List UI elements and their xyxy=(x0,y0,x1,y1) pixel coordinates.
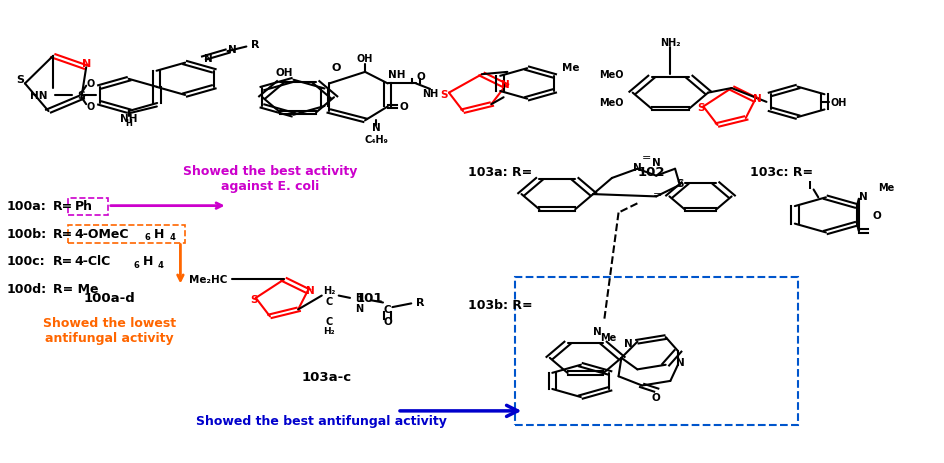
Text: Ph: Ph xyxy=(75,200,93,213)
Text: R= Me: R= Me xyxy=(53,282,98,295)
Text: 100d:: 100d: xyxy=(6,282,46,295)
Text: 4-OMeC: 4-OMeC xyxy=(75,227,129,240)
Text: 100c:: 100c: xyxy=(6,255,44,268)
Text: H₂: H₂ xyxy=(323,326,335,335)
Text: HN: HN xyxy=(30,91,48,101)
Text: 100a:: 100a: xyxy=(6,200,46,213)
Text: N: N xyxy=(623,338,632,348)
Text: N: N xyxy=(204,54,212,64)
Text: OH: OH xyxy=(275,68,293,78)
Text: N: N xyxy=(500,80,510,90)
Text: Me: Me xyxy=(877,183,893,193)
Text: =: = xyxy=(651,190,661,200)
Text: 6: 6 xyxy=(144,233,150,242)
Text: O: O xyxy=(87,79,95,89)
Text: N: N xyxy=(306,285,314,295)
Text: R=: R= xyxy=(53,200,74,213)
Text: O: O xyxy=(383,316,392,326)
Text: 101: 101 xyxy=(355,292,382,305)
Text: NH: NH xyxy=(422,88,438,99)
Text: 4: 4 xyxy=(169,233,175,242)
Text: S: S xyxy=(250,294,258,304)
Text: R: R xyxy=(415,298,424,308)
Text: NH: NH xyxy=(388,70,405,80)
Text: Me: Me xyxy=(599,332,615,342)
Text: S: S xyxy=(696,103,703,113)
Text: H: H xyxy=(143,255,153,268)
Text: Showed the lowest
antifungal activity: Showed the lowest antifungal activity xyxy=(43,317,177,344)
Text: N: N xyxy=(632,163,641,173)
Text: R=: R= xyxy=(53,255,74,268)
Text: R=: R= xyxy=(53,227,74,240)
Text: N: N xyxy=(372,123,380,133)
Text: S: S xyxy=(675,178,683,188)
Text: S: S xyxy=(16,75,25,85)
Text: 103b: R=: 103b: R= xyxy=(467,299,531,312)
Text: MeO: MeO xyxy=(598,98,623,107)
Text: C: C xyxy=(326,316,332,326)
Text: H: H xyxy=(154,227,164,240)
Text: OH: OH xyxy=(830,98,846,107)
Text: Me: Me xyxy=(562,63,579,73)
Text: 103c: R=: 103c: R= xyxy=(750,165,813,178)
Text: N: N xyxy=(651,157,660,168)
Text: C₄H₉: C₄H₉ xyxy=(364,134,388,144)
Text: 100b:: 100b: xyxy=(6,227,46,240)
Text: O: O xyxy=(330,63,340,73)
Text: S: S xyxy=(440,89,447,100)
Text: N: N xyxy=(228,45,236,55)
Text: O: O xyxy=(398,102,407,112)
Text: OH: OH xyxy=(357,54,373,64)
Text: H: H xyxy=(125,119,132,128)
Text: 4-ClC: 4-ClC xyxy=(75,255,111,268)
Text: 103a: R=: 103a: R= xyxy=(467,165,531,178)
Text: 100a-d: 100a-d xyxy=(84,292,136,305)
Text: =: = xyxy=(641,153,650,163)
Text: Showed the best antifungal activity: Showed the best antifungal activity xyxy=(196,414,447,427)
Text: 4: 4 xyxy=(158,261,163,269)
Text: C: C xyxy=(383,305,391,315)
Text: O: O xyxy=(872,210,881,220)
Text: S: S xyxy=(77,91,85,101)
Text: 103a-c: 103a-c xyxy=(301,370,351,383)
Text: R: R xyxy=(251,40,260,50)
Text: H₂
C: H₂ C xyxy=(323,285,335,307)
Text: N: N xyxy=(675,358,684,368)
Text: I: I xyxy=(807,181,811,190)
Text: N: N xyxy=(858,192,867,202)
Text: 102: 102 xyxy=(637,165,665,178)
Text: H
N: H N xyxy=(355,292,363,313)
Text: O: O xyxy=(87,102,95,112)
Text: NH₂: NH₂ xyxy=(660,38,680,48)
Text: Showed the best activity
against E. coli: Showed the best activity against E. coli xyxy=(182,165,357,193)
Text: Me₂HC: Me₂HC xyxy=(189,275,228,285)
Text: N: N xyxy=(81,58,91,69)
Text: O: O xyxy=(416,72,425,82)
Text: NH: NH xyxy=(120,114,137,124)
Text: N: N xyxy=(751,94,761,104)
Text: O: O xyxy=(651,392,660,402)
Text: MeO: MeO xyxy=(598,70,623,80)
Text: N: N xyxy=(593,326,601,336)
Text: 6: 6 xyxy=(133,261,139,269)
